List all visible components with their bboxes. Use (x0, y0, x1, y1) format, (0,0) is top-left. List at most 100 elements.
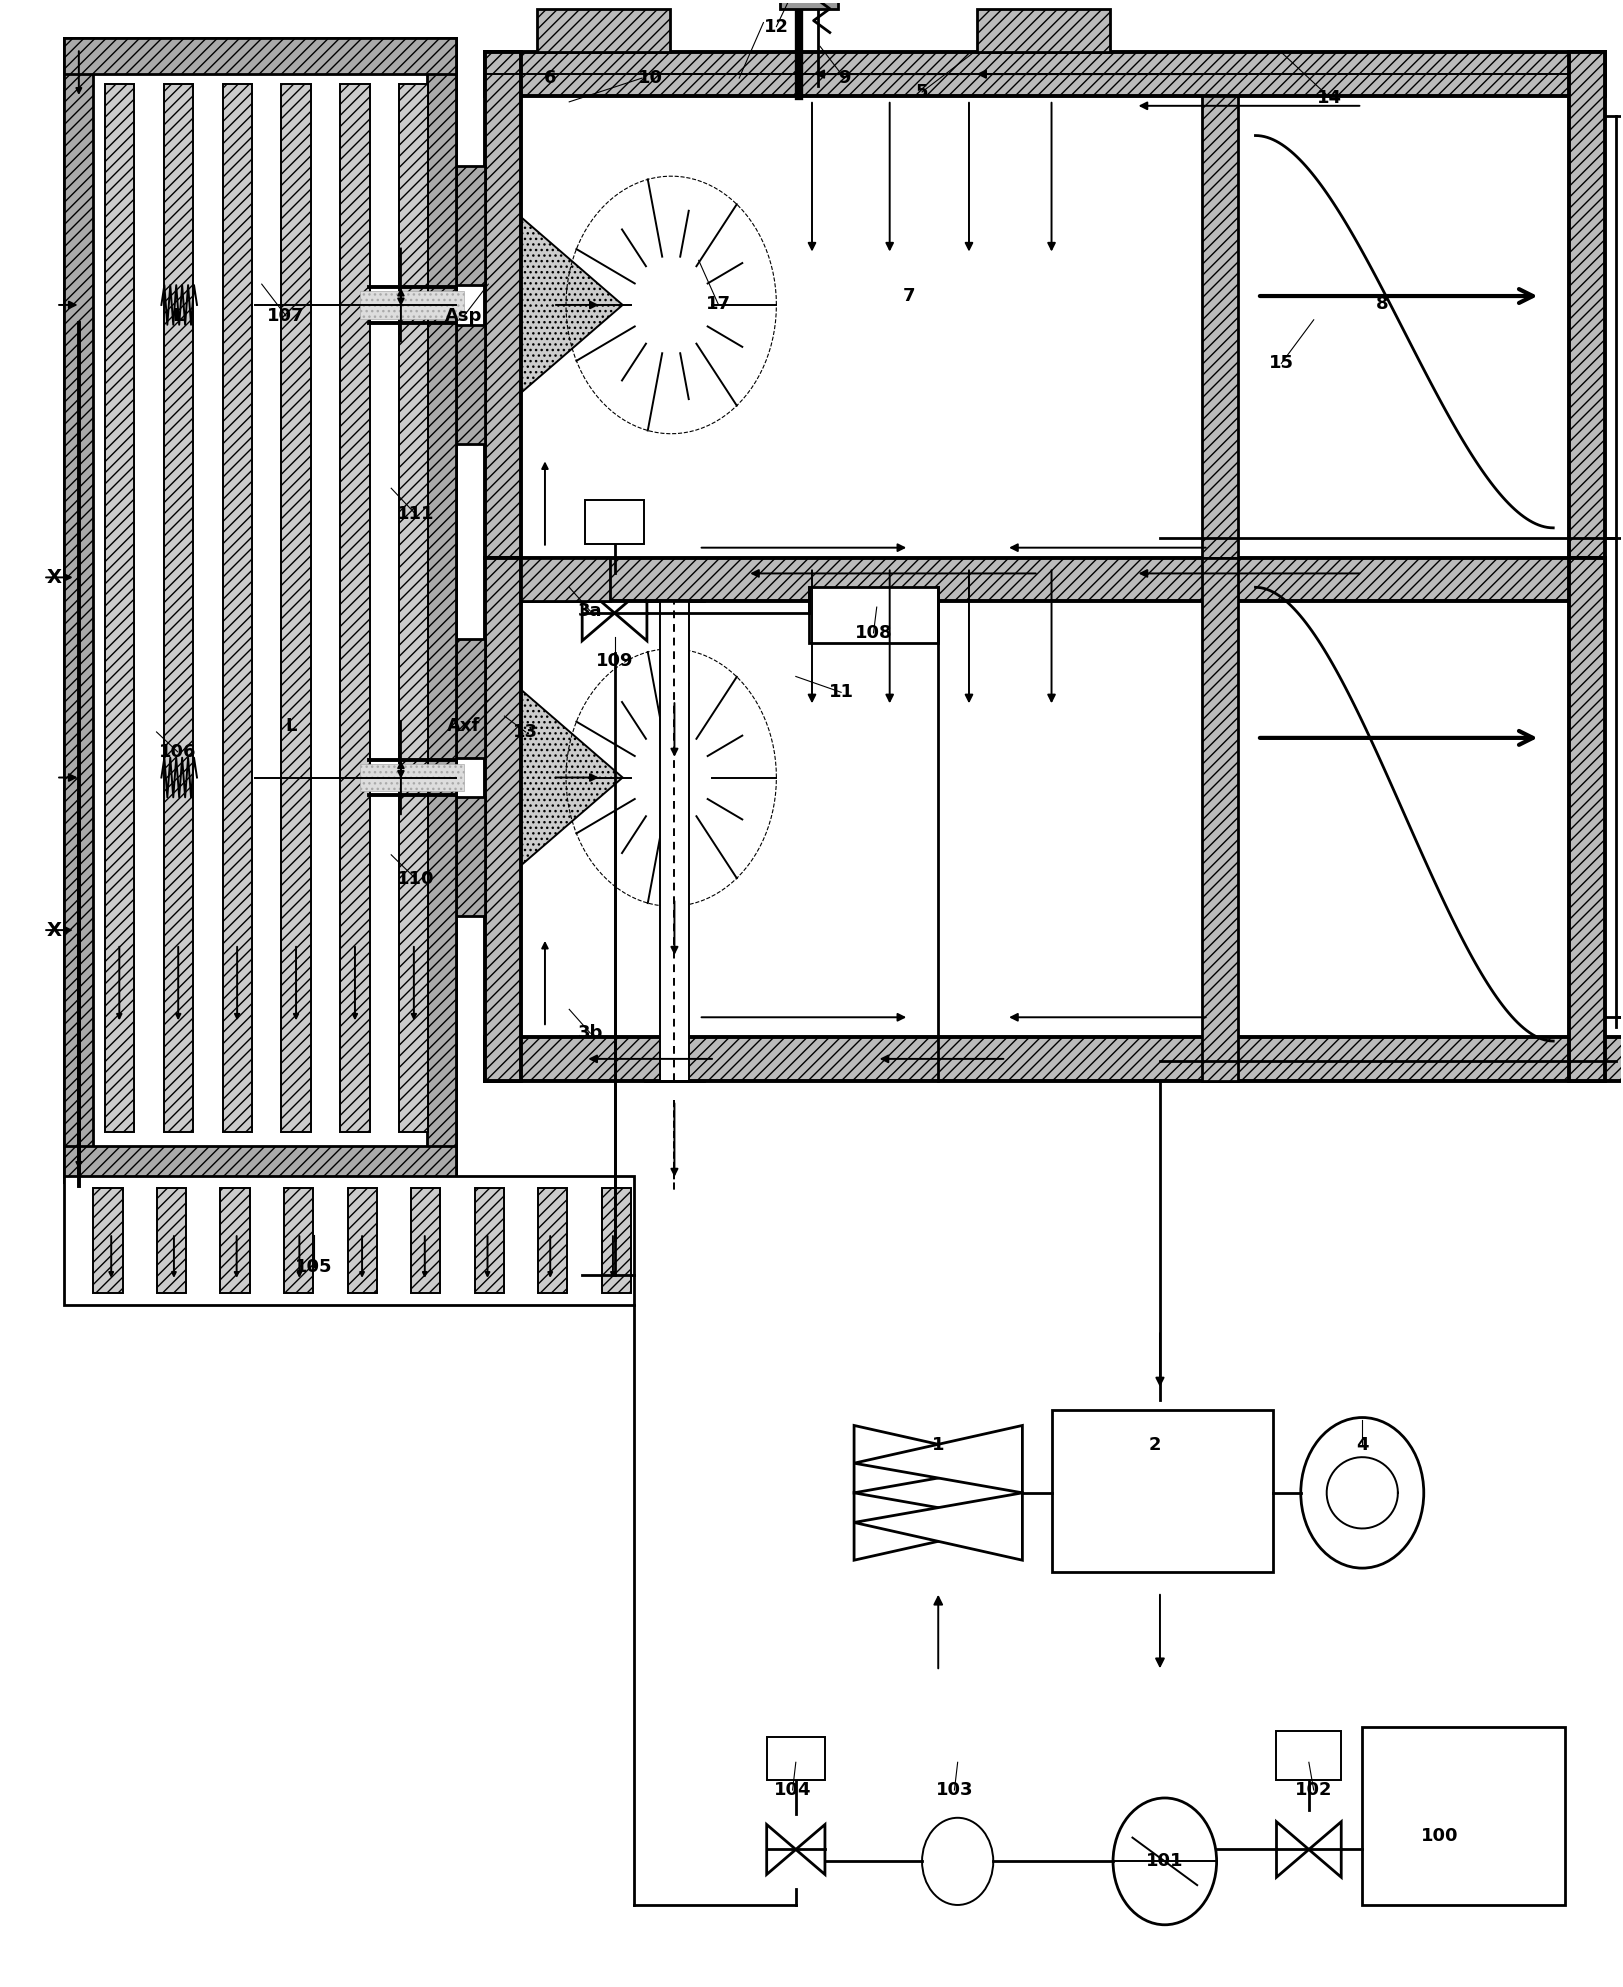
Text: 8: 8 (1375, 294, 1388, 314)
Bar (977, 8, 1109, 52)
Polygon shape (1308, 1822, 1341, 1878)
Bar (537, 1188, 566, 1294)
Text: 3a: 3a (578, 602, 602, 620)
Bar (401, 167, 485, 284)
Text: 17: 17 (706, 294, 730, 314)
Polygon shape (613, 586, 646, 640)
Bar (485, 52, 521, 558)
Bar (377, 262, 393, 296)
Bar (157, 1188, 187, 1294)
Text: 9: 9 (837, 70, 850, 87)
Bar (221, 1188, 250, 1294)
Circle shape (922, 1818, 993, 1906)
Text: 103: 103 (935, 1780, 972, 1798)
Text: 3b: 3b (578, 1023, 602, 1041)
Bar (377, 785, 393, 821)
Polygon shape (854, 1425, 1022, 1492)
Bar (401, 640, 485, 757)
Bar (1276, 1731, 1341, 1780)
Text: 107: 107 (268, 306, 305, 324)
Bar (1201, 95, 1237, 558)
Polygon shape (485, 658, 622, 896)
Bar (584, 501, 643, 544)
Circle shape (1112, 1798, 1216, 1925)
Bar (601, 1188, 630, 1294)
Bar (537, 8, 669, 52)
Bar (485, 1037, 1623, 1081)
Bar (1201, 558, 1237, 1081)
Bar (360, 290, 464, 318)
Text: 2: 2 (1147, 1437, 1160, 1454)
Polygon shape (854, 1492, 1022, 1560)
Bar (65, 1176, 633, 1305)
Text: 105: 105 (295, 1258, 333, 1276)
Bar (65, 38, 456, 74)
Text: 109: 109 (596, 652, 633, 670)
Text: X: X (47, 920, 62, 940)
Bar (377, 312, 393, 348)
Polygon shape (854, 1425, 1022, 1492)
Bar (341, 83, 370, 1133)
Text: Asp: Asp (445, 306, 482, 324)
Text: L: L (172, 306, 183, 324)
Bar (360, 763, 464, 791)
Text: 110: 110 (396, 870, 433, 888)
Bar (104, 83, 133, 1133)
Text: 100: 100 (1420, 1826, 1457, 1844)
Bar (377, 733, 393, 769)
Text: 111: 111 (396, 505, 433, 523)
Text: 11: 11 (828, 684, 854, 701)
Bar (222, 83, 252, 1133)
Text: X: X (47, 568, 62, 586)
Bar (808, 588, 938, 642)
Bar (1568, 558, 1604, 1081)
Text: 7: 7 (902, 286, 915, 306)
Text: L: L (286, 717, 297, 735)
Text: 1: 1 (932, 1437, 945, 1454)
Bar (65, 38, 94, 1182)
Text: 4: 4 (1355, 1437, 1368, 1454)
Bar (65, 1146, 456, 1182)
Bar (281, 83, 310, 1133)
Text: 14: 14 (1316, 89, 1342, 107)
Text: 12: 12 (763, 18, 789, 36)
Bar (485, 558, 521, 1081)
Bar (521, 558, 1604, 602)
Bar (411, 1188, 440, 1294)
Bar (284, 1188, 313, 1294)
Polygon shape (795, 1824, 824, 1874)
Text: 6: 6 (544, 70, 555, 87)
Text: 106: 106 (159, 743, 196, 761)
Text: 108: 108 (854, 624, 891, 642)
Text: 15: 15 (1268, 354, 1294, 372)
Text: Axf: Axf (446, 717, 480, 735)
Text: 5: 5 (915, 83, 928, 101)
Circle shape (196, 741, 255, 813)
Text: 13: 13 (513, 723, 537, 741)
Bar (377, 227, 401, 262)
Bar (521, 558, 609, 602)
Bar (65, 38, 456, 1182)
Bar (659, 602, 688, 1081)
Bar (474, 1188, 503, 1294)
Circle shape (196, 270, 255, 340)
Bar (401, 797, 485, 916)
Bar (1050, 1409, 1272, 1572)
Bar (377, 348, 401, 383)
Bar (766, 1737, 824, 1780)
Bar (377, 821, 401, 856)
Bar (779, 0, 837, 8)
Text: 102: 102 (1294, 1780, 1331, 1798)
Text: 10: 10 (638, 70, 662, 87)
Bar (1568, 52, 1604, 558)
Bar (94, 1188, 122, 1294)
Text: 104: 104 (773, 1780, 812, 1798)
Bar (399, 83, 428, 1133)
Bar (427, 38, 456, 1182)
Bar (1362, 1727, 1563, 1906)
Bar (377, 697, 401, 733)
Polygon shape (854, 1492, 1022, 1560)
Text: 101: 101 (1146, 1852, 1183, 1870)
Circle shape (1300, 1417, 1423, 1568)
Bar (485, 52, 1604, 95)
